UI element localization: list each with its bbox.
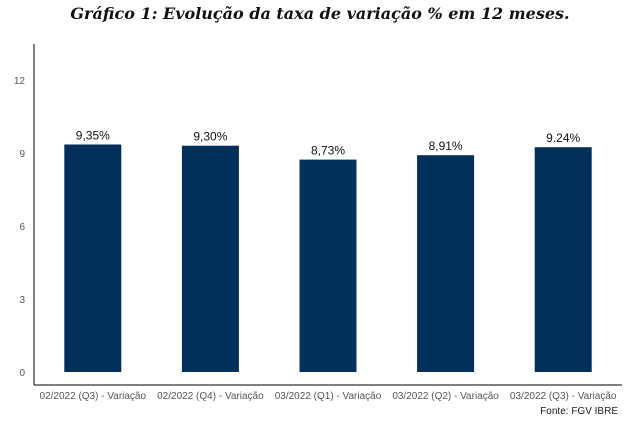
bar bbox=[299, 159, 357, 372]
bar bbox=[417, 155, 475, 372]
bar bbox=[181, 145, 239, 372]
y-ticks: 0 3 6 9 12 bbox=[14, 76, 26, 379]
category-label: 02/2022 (Q4) - Variação bbox=[157, 391, 264, 402]
data-label: 9,30% bbox=[193, 130, 227, 144]
category-labels: 02/2022 (Q3) - Variação 02/2022 (Q4) - Va… bbox=[40, 391, 617, 402]
y-tick-label: 12 bbox=[14, 76, 26, 87]
category-label: 02/2022 (Q3) - Variação bbox=[40, 391, 147, 402]
category-label: 03/2022 (Q3) - Variação bbox=[510, 391, 617, 402]
axes bbox=[33, 44, 622, 386]
source-note: Fonte: FGV IBRE bbox=[540, 406, 618, 417]
data-label: 8,91% bbox=[429, 139, 463, 153]
y-tick-label: 6 bbox=[19, 222, 25, 233]
bar bbox=[64, 144, 122, 372]
y-tick-label: 9 bbox=[19, 149, 25, 160]
data-label: 8,73% bbox=[311, 144, 345, 158]
bar bbox=[534, 147, 592, 372]
data-labels: 9,35% 9,30% 8,73% 8,91% 9.24% bbox=[76, 129, 581, 158]
category-label: 03/2022 (Q1) - Variação bbox=[275, 391, 382, 402]
data-label: 9,35% bbox=[76, 129, 110, 143]
data-label: 9.24% bbox=[546, 131, 580, 145]
chart-title: Gráfico 1: Evolução da taxa de variação … bbox=[70, 4, 570, 23]
category-label: 03/2022 (Q2) - Variação bbox=[392, 391, 499, 402]
bars bbox=[64, 144, 592, 372]
y-tick-label: 3 bbox=[19, 295, 25, 306]
y-tick-label: 0 bbox=[19, 368, 25, 379]
